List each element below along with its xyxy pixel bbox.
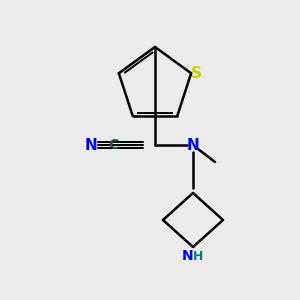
Text: H: H [193, 250, 203, 262]
Text: N: N [182, 249, 194, 263]
Text: N: N [187, 137, 200, 152]
Text: S: S [190, 66, 202, 81]
Text: C: C [108, 138, 118, 152]
Text: N: N [85, 137, 98, 152]
